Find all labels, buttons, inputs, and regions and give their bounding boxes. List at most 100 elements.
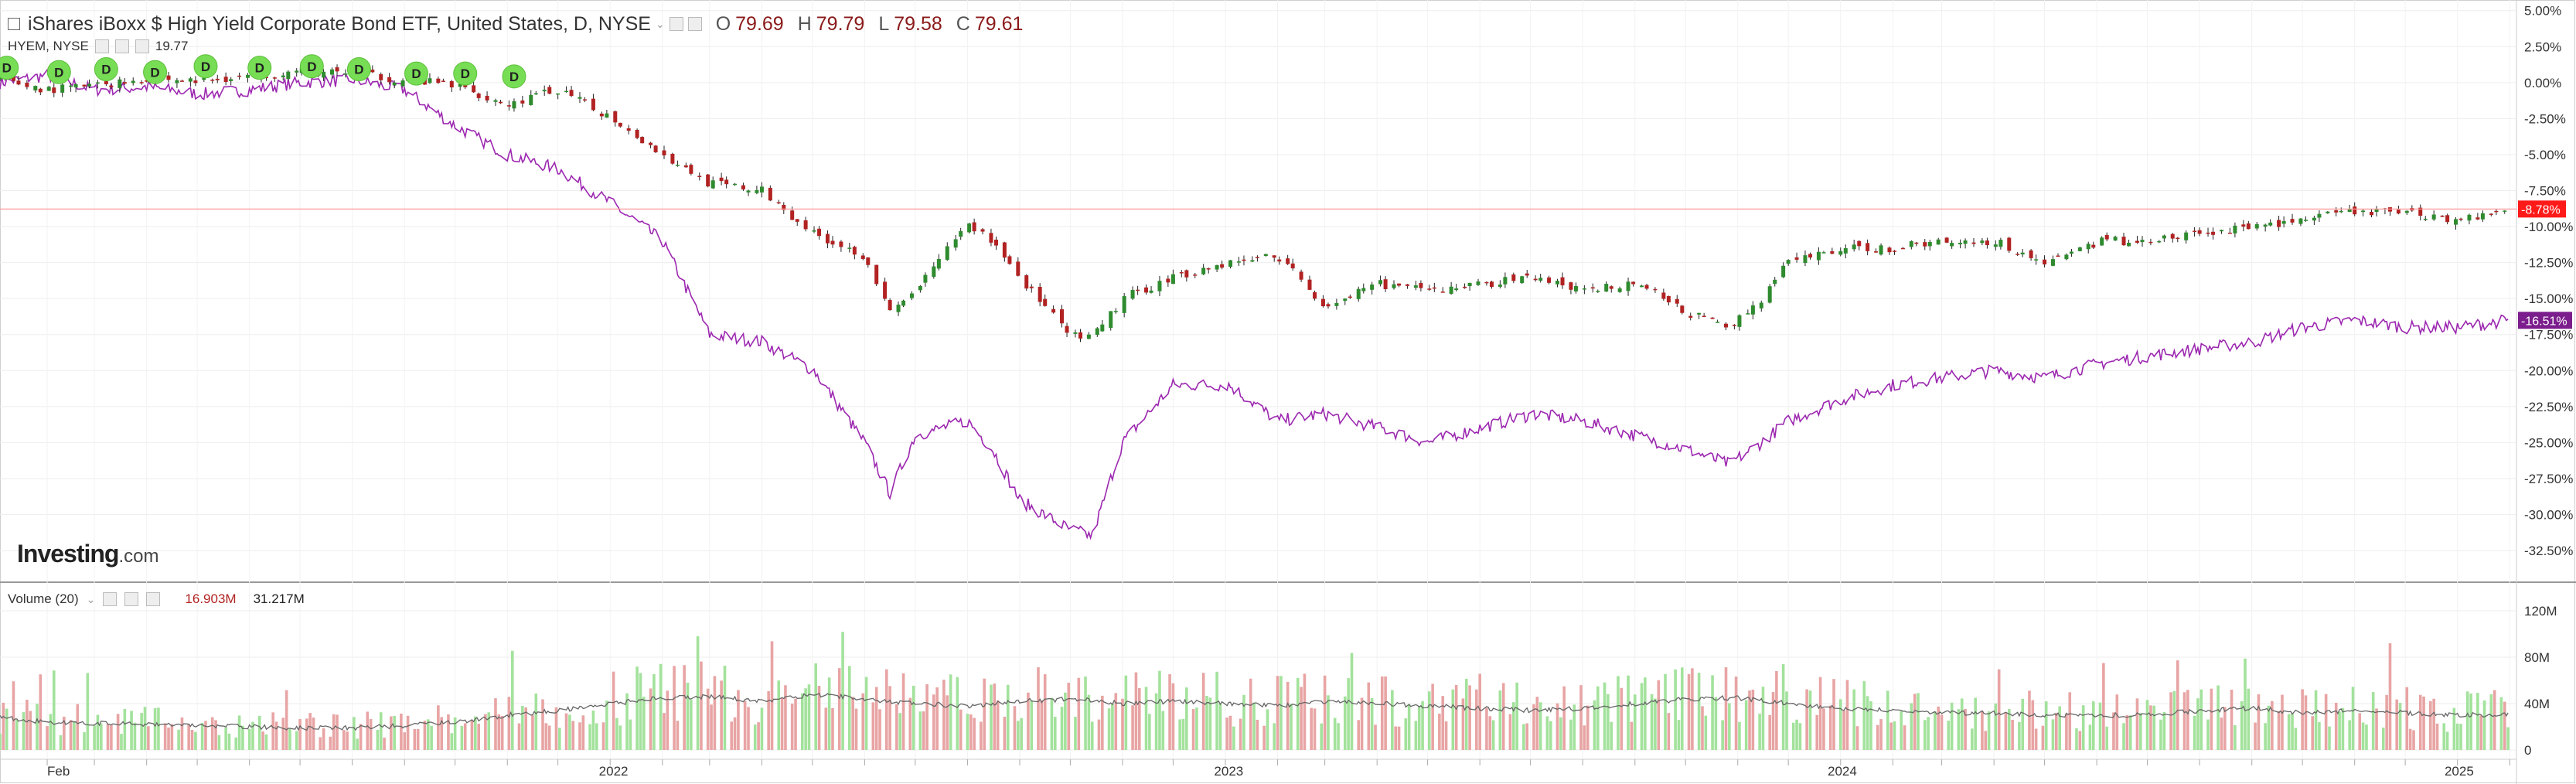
volume-bar: [983, 678, 986, 750]
volume-bar: [2105, 726, 2109, 750]
candle-body: [472, 85, 476, 93]
volume-bar: [578, 722, 581, 750]
candle-body: [229, 79, 233, 81]
volume-bar: [2435, 723, 2439, 750]
y-tick-label: -30.00%: [2524, 508, 2573, 523]
candle-body: [618, 122, 622, 127]
candle-body: [697, 176, 702, 177]
high-label: H: [797, 12, 812, 35]
volume-bar: [234, 737, 238, 750]
volume-bar: [437, 705, 440, 750]
candle-body: [1626, 281, 1630, 291]
volume-bar: [1310, 707, 1313, 750]
volume-bar: [2125, 714, 2129, 750]
volume-bar: [2318, 721, 2321, 750]
candle-body: [1923, 242, 1927, 247]
open-value: 79.69: [735, 12, 784, 35]
candle-body: [499, 101, 503, 104]
compare-settings-icon[interactable]: [94, 39, 109, 53]
compare-tag: -16.51%: [2521, 315, 2567, 328]
candle-body: [145, 80, 149, 82]
volume-bar: [332, 714, 336, 750]
volume-bar: [2267, 705, 2271, 750]
candle-body: [830, 240, 835, 245]
volume-bar: [1134, 672, 1138, 750]
volume-bar: [706, 688, 710, 750]
volume-bar: [1444, 721, 1448, 750]
volume-bar: [2128, 715, 2132, 750]
candle-body: [847, 247, 852, 249]
visibility-icon[interactable]: [687, 17, 702, 31]
volume-bar: [2145, 700, 2149, 750]
volume-bar: [895, 704, 898, 750]
candle-body: [1702, 315, 1706, 317]
volume-bar: [837, 668, 841, 750]
volume-bar: [510, 650, 514, 750]
brand-name: Investing: [17, 540, 119, 568]
volume-bar: [1276, 676, 1279, 750]
volume-bar: [2311, 716, 2314, 750]
volume-bar: [237, 715, 241, 750]
chevron-down-icon[interactable]: ⌄: [655, 17, 665, 30]
volume-bar: [359, 724, 363, 750]
volume-bar: [1144, 687, 1148, 750]
compare-visibility-icon[interactable]: [114, 39, 129, 53]
volume-bar: [2398, 703, 2402, 750]
volume-bar: [1441, 696, 1445, 750]
volume-chevron-icon[interactable]: ⌄: [86, 592, 96, 605]
volume-bar: [1691, 668, 1694, 750]
volume-bar: [2247, 688, 2251, 750]
volume-bar: [534, 693, 538, 750]
volume-bar: [190, 729, 194, 750]
volume-bar: [1832, 679, 1835, 750]
volume-bar: [2159, 719, 2162, 750]
candle-body: [2361, 210, 2366, 213]
candle-body: [1866, 243, 1870, 251]
settings-icon[interactable]: [669, 17, 683, 31]
volume-bar: [673, 666, 676, 750]
candle-body: [322, 71, 326, 78]
volume-bar: [956, 677, 959, 750]
candle-body: [564, 90, 569, 93]
volume-bar: [1559, 717, 1562, 750]
candle-body: [2064, 254, 2069, 260]
volume-bar: [966, 714, 969, 750]
candle-body: [733, 183, 738, 186]
candle-body: [2494, 210, 2499, 213]
volume-bar: [1107, 708, 1111, 750]
volume-bar: [1761, 687, 1765, 750]
volume-bar: [1239, 718, 1242, 750]
candle-body: [795, 219, 799, 222]
volume-bar: [1097, 719, 1101, 750]
candle-body: [1236, 261, 1241, 263]
candle-body: [1242, 259, 1246, 261]
volume-visibility-icon[interactable]: [124, 592, 139, 606]
volume-close-icon[interactable]: [146, 592, 161, 606]
volume-bar: [1701, 706, 1704, 750]
volume-bar: [2139, 713, 2142, 750]
volume-label: Volume (20): [8, 591, 79, 606]
volume-bar: [2065, 714, 2068, 750]
volume-bar: [1101, 695, 1104, 750]
dividend-marker: [404, 61, 429, 86]
volume-bar: [1785, 691, 1788, 750]
volume-bar: [1751, 689, 1755, 750]
candle-body: [1653, 288, 1658, 291]
candle-body: [2020, 252, 2025, 255]
candle-body: [2211, 231, 2216, 235]
volume-settings-icon[interactable]: [103, 592, 118, 606]
volume-ma-line: [0, 693, 2509, 731]
candle-body: [2077, 247, 2082, 251]
collapse-legend-icon[interactable]: [8, 18, 20, 30]
volume-bar: [1852, 689, 1855, 750]
volume-bar: [2277, 711, 2281, 750]
volume-bar: [686, 682, 690, 750]
volume-bar: [1286, 681, 1290, 750]
volume-bar: [1367, 682, 1371, 750]
volume-bar: [1910, 703, 1913, 750]
dividend-marker: [193, 54, 218, 79]
compare-close-icon[interactable]: [135, 39, 149, 53]
candle-body: [286, 71, 291, 80]
volume-bar: [713, 676, 717, 750]
volume-bar: [383, 738, 386, 750]
